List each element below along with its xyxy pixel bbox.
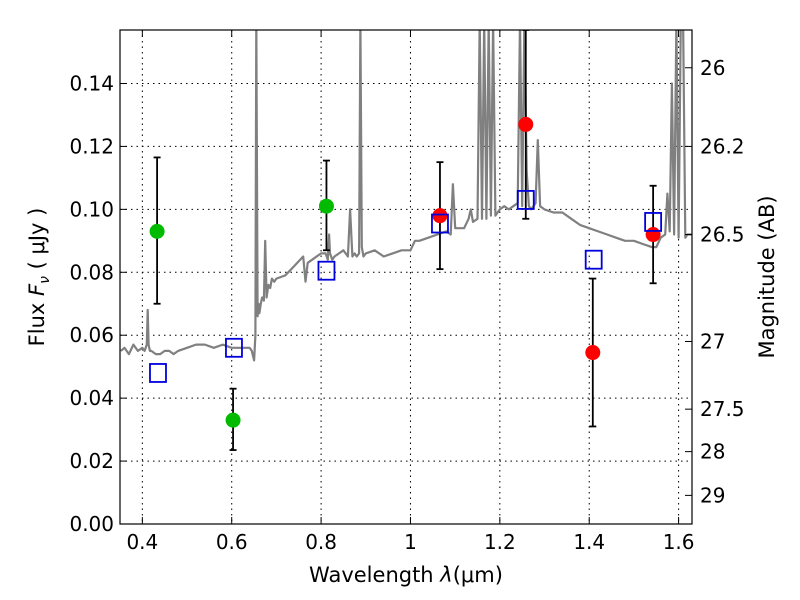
y-axis-label-unit: ( μJy ) <box>25 208 49 276</box>
x-axis-label: Wavelength λ(μm) <box>309 563 503 587</box>
x-tick-label: 1.6 <box>663 530 695 554</box>
x-axis-label-text: Wavelength <box>309 563 440 587</box>
plot-background <box>120 30 692 524</box>
x-axis-label-unit: (μm) <box>453 563 503 587</box>
y-tick-label: 0.14 <box>69 71 114 95</box>
x-axis-label-symbol: λ <box>439 563 452 587</box>
model-photometry-square <box>149 363 167 383</box>
y2-tick-label: 27.5 <box>700 397 745 421</box>
plot-frame <box>119 29 693 525</box>
x-tick-label: 1 <box>404 530 417 554</box>
model-photometry-square <box>516 190 535 210</box>
y-axis-label-symbol: F <box>25 283 49 296</box>
x-tick-label: 0.4 <box>126 530 158 554</box>
y-tick-label: 0.02 <box>69 449 114 473</box>
y2-tick-label: 26.2 <box>700 134 745 158</box>
model-spectrum-line <box>120 30 692 362</box>
x-tick-label: 1.2 <box>484 530 516 554</box>
y2-axis-label: Magnitude (AB) <box>755 195 779 358</box>
y-tick-label: 0.04 <box>69 386 114 410</box>
y-tick-label: 0.12 <box>69 134 114 158</box>
y2-tick-label: 27 <box>700 330 725 354</box>
y2-tick-label: 26.5 <box>700 223 745 247</box>
x-tick-label: 0.6 <box>216 530 248 554</box>
y-axis-label-subscript: ν <box>37 276 53 284</box>
y-tick-label: 0.06 <box>69 323 114 347</box>
y-axis-label-text: Flux <box>25 296 49 346</box>
green-point <box>318 198 334 214</box>
model-photometry-square <box>317 260 336 281</box>
y-tick-label: 0.00 <box>69 512 114 536</box>
y-axis-label: Flux Fν ( μJy ) <box>25 208 53 347</box>
red-point <box>432 208 448 224</box>
model-photometry-square <box>431 213 449 234</box>
data-markers <box>149 30 663 451</box>
green-point <box>149 223 165 239</box>
red-point <box>585 345 601 361</box>
green-point <box>225 412 241 428</box>
axis-ticks: 0.4 0.6 0.8 1 1.2 1.4 1.6 0.00 0.02 0.04 0.06 0.08 0… <box>69 30 745 554</box>
x-tick-label: 0.8 <box>305 530 337 554</box>
x-tick-label: 1.4 <box>573 530 605 554</box>
model-photometry-square <box>225 337 243 358</box>
y-tick-label: 0.08 <box>69 260 114 284</box>
y-tick-label: 0.10 <box>69 197 114 221</box>
red-point <box>518 116 534 132</box>
model-photometry-square <box>584 249 603 270</box>
red-point <box>645 227 661 243</box>
model-photometry-square <box>644 212 663 232</box>
y2-tick-label: 29 <box>700 483 725 507</box>
y2-tick-label: 28 <box>700 440 725 464</box>
y2-tick-label: 26 <box>700 56 725 80</box>
